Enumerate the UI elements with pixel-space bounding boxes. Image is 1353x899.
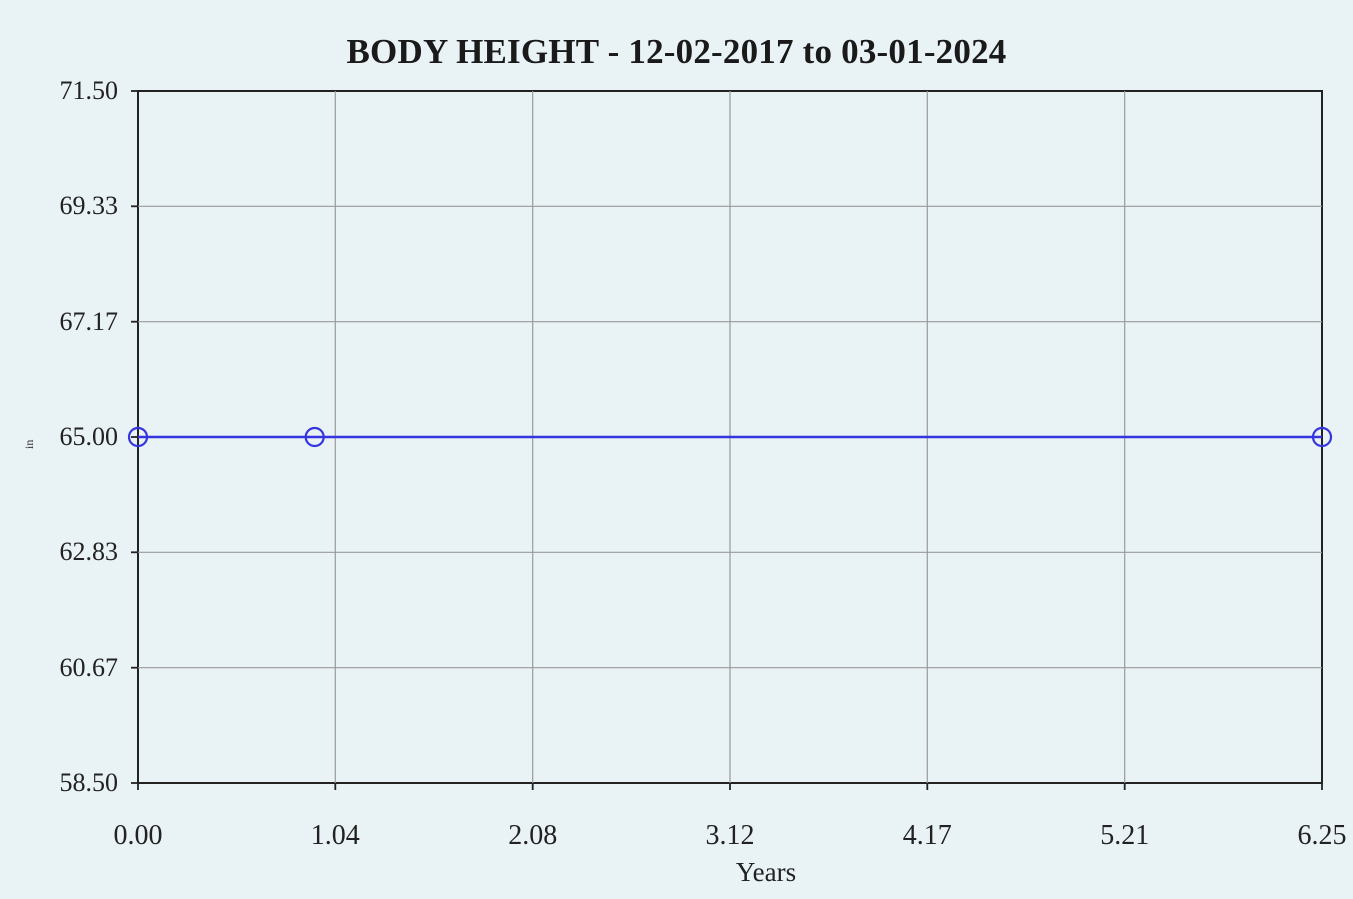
svg-text:62.83: 62.83 <box>60 537 119 566</box>
svg-text:1.04: 1.04 <box>311 820 360 851</box>
svg-text:69.33: 69.33 <box>60 191 119 220</box>
svg-text:65.00: 65.00 <box>60 422 119 451</box>
svg-text:67.17: 67.17 <box>60 307 119 336</box>
svg-text:3.12: 3.12 <box>706 820 755 851</box>
svg-text:60.67: 60.67 <box>60 653 119 682</box>
svg-text:0.00: 0.00 <box>114 820 163 851</box>
svg-text:5.21: 5.21 <box>1100 820 1149 851</box>
svg-text:6.25: 6.25 <box>1298 820 1347 851</box>
svg-text:58.50: 58.50 <box>60 768 119 797</box>
svg-text:2.08: 2.08 <box>508 820 557 851</box>
svg-text:4.17: 4.17 <box>903 820 952 851</box>
svg-text:71.50: 71.50 <box>60 76 119 105</box>
